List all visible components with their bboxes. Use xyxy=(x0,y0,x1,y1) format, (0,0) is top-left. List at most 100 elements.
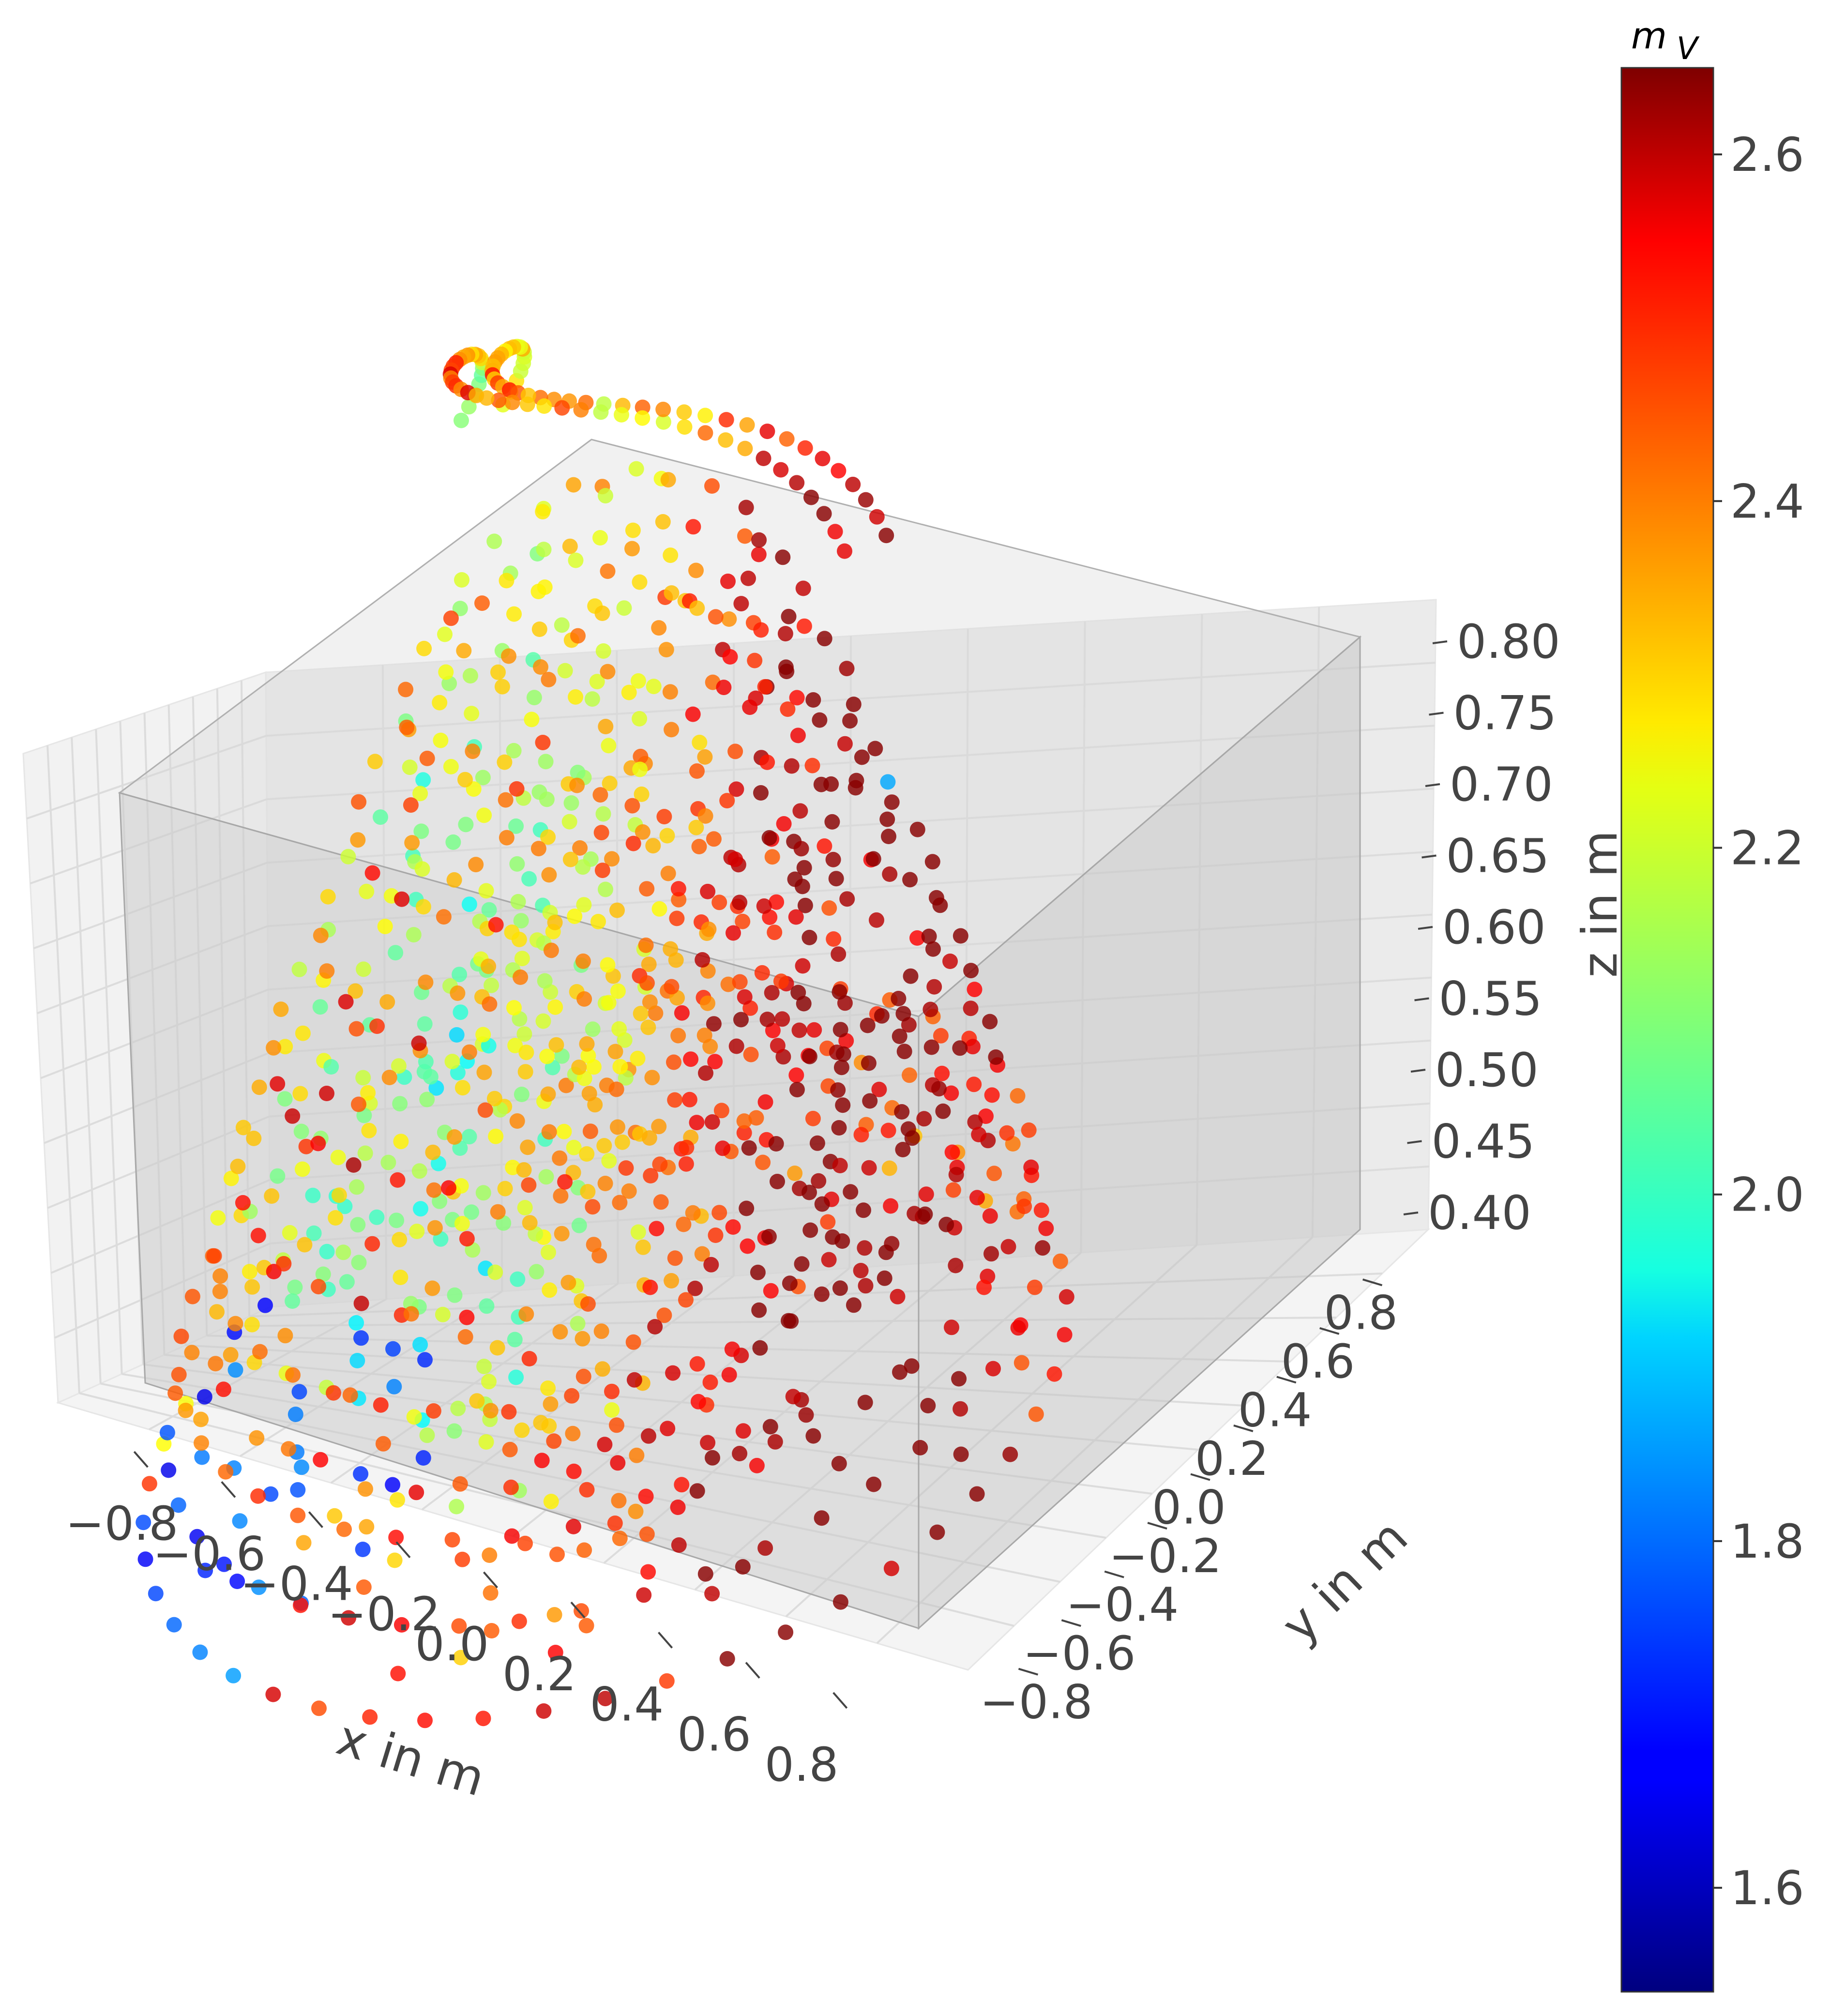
scatter-point xyxy=(537,579,553,595)
scatter-point xyxy=(608,1081,624,1097)
x-tick-mark xyxy=(832,1692,848,1709)
scatter-point xyxy=(929,1524,945,1540)
scatter-point xyxy=(315,1266,331,1282)
scatter-point xyxy=(969,1190,985,1206)
scatter-point xyxy=(537,973,553,989)
scatter-point xyxy=(967,982,983,998)
scatter-point xyxy=(388,945,404,961)
scatter-point xyxy=(763,1283,779,1299)
scatter-point xyxy=(704,1586,720,1602)
scatter-point xyxy=(594,863,610,879)
scatter-point xyxy=(244,1317,260,1333)
scatter-point xyxy=(830,1082,846,1098)
scatter-point xyxy=(985,1361,1001,1377)
scatter-point xyxy=(348,983,363,999)
scatter-point xyxy=(223,1170,239,1186)
scatter-point xyxy=(609,902,625,918)
scatter-point xyxy=(517,1535,533,1551)
scatter-point xyxy=(935,1103,951,1119)
z-tick-mark xyxy=(1410,1069,1426,1073)
scatter-point xyxy=(161,1462,177,1478)
scatter-point xyxy=(565,1518,581,1534)
scatter-point xyxy=(967,1114,983,1130)
scatter-point xyxy=(194,1449,210,1465)
scatter-point xyxy=(508,1369,524,1385)
scatter-point xyxy=(883,1198,899,1214)
scatter-point xyxy=(285,1293,301,1309)
scatter-point xyxy=(655,514,671,530)
scatter-point xyxy=(856,1202,871,1218)
scatter-point xyxy=(747,652,763,668)
scatter-point xyxy=(399,719,415,735)
scatter-point xyxy=(757,679,773,695)
scatter-point xyxy=(328,1210,344,1226)
colorbar-tick-label: 1.6 xyxy=(1730,1861,1804,1915)
scatter-point xyxy=(667,1092,683,1108)
scatter-point xyxy=(890,1288,906,1304)
colorbar-title-main: m xyxy=(1631,14,1667,57)
scatter-point xyxy=(276,1256,292,1272)
scatter-point xyxy=(689,1115,705,1131)
x-tick-mark xyxy=(308,1511,323,1528)
scatter-point xyxy=(568,689,584,705)
scatter-point xyxy=(419,750,435,766)
scatter-point xyxy=(336,1521,352,1537)
scatter-point xyxy=(739,417,755,433)
scatter-point xyxy=(833,1060,849,1076)
z-axis-label: z in m xyxy=(1572,830,1628,978)
scatter-point xyxy=(212,1284,228,1300)
scatter-point xyxy=(536,398,552,414)
scatter-point xyxy=(540,829,556,845)
scatter-point xyxy=(403,1306,419,1322)
scatter-point xyxy=(827,524,843,540)
scatter-point xyxy=(751,1302,767,1318)
scatter-point xyxy=(728,1038,744,1054)
scatter-point xyxy=(880,1122,896,1138)
scatter-point xyxy=(375,1436,391,1452)
scatter-point xyxy=(951,1371,967,1387)
scatter-point xyxy=(443,610,459,626)
scatter-point xyxy=(390,1172,406,1188)
scatter-point xyxy=(821,1252,837,1268)
colorbar-title-sub: V xyxy=(1677,31,1700,67)
scatter-point xyxy=(510,1271,526,1287)
scatter-point xyxy=(498,792,514,808)
scatter-point xyxy=(290,1482,306,1498)
scatter-point xyxy=(861,1160,877,1176)
y-tick-label: 0.8 xyxy=(1324,1286,1398,1340)
scatter-point xyxy=(547,914,563,930)
scatter-point xyxy=(651,620,667,636)
scatter-point xyxy=(461,896,477,912)
scatter-point xyxy=(711,1205,727,1221)
scatter-point xyxy=(250,1488,266,1504)
scatter-point xyxy=(824,814,840,830)
scatter-point xyxy=(287,1407,303,1422)
scatter-point xyxy=(695,952,711,968)
scatter-point xyxy=(390,1492,405,1508)
scatter-point xyxy=(446,1423,462,1439)
scatter-point xyxy=(632,761,648,777)
scatter-point xyxy=(976,1279,992,1295)
scatter-point xyxy=(348,1315,364,1331)
scatter-point xyxy=(665,1365,681,1381)
scatter-point xyxy=(857,1240,873,1256)
scatter-point xyxy=(832,1280,848,1296)
scatter-point xyxy=(804,758,820,773)
scatter-point xyxy=(313,927,329,943)
scatter-point xyxy=(874,1008,890,1024)
scatter-point xyxy=(720,574,736,589)
scatter-point xyxy=(215,1381,231,1397)
scatter-point xyxy=(916,1111,932,1127)
scatter-point xyxy=(282,1225,298,1241)
scatter-point xyxy=(230,1158,246,1174)
scatter-point xyxy=(737,440,753,456)
scatter-point xyxy=(277,1328,293,1344)
y-tick-mark xyxy=(1362,1278,1383,1287)
scatter-point xyxy=(446,872,462,888)
scatter-point xyxy=(417,1352,433,1368)
scatter-point xyxy=(589,674,605,690)
scatter-point xyxy=(506,743,522,758)
x-axis-label: x in m xyxy=(331,1709,491,1807)
scatter-point xyxy=(820,1214,836,1230)
scatter-point xyxy=(782,1275,798,1291)
